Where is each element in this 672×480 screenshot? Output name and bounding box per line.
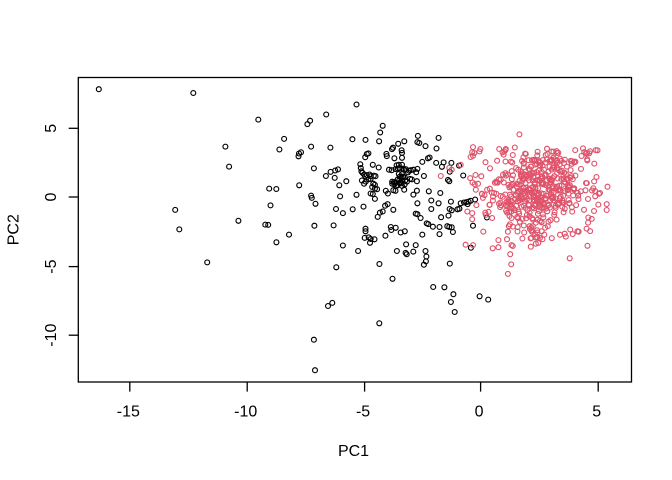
svg-text:PC2: PC2 xyxy=(6,214,23,245)
svg-text:5: 5 xyxy=(592,404,601,421)
svg-text:PC1: PC1 xyxy=(338,443,369,460)
svg-text:0: 0 xyxy=(43,192,60,201)
svg-text:-10: -10 xyxy=(43,324,60,347)
svg-text:-10: -10 xyxy=(234,404,257,421)
svg-text:-5: -5 xyxy=(356,404,370,421)
svg-text:-5: -5 xyxy=(43,259,60,273)
svg-text:0: 0 xyxy=(475,404,484,421)
svg-text:-15: -15 xyxy=(117,404,140,421)
svg-text:5: 5 xyxy=(43,124,60,133)
